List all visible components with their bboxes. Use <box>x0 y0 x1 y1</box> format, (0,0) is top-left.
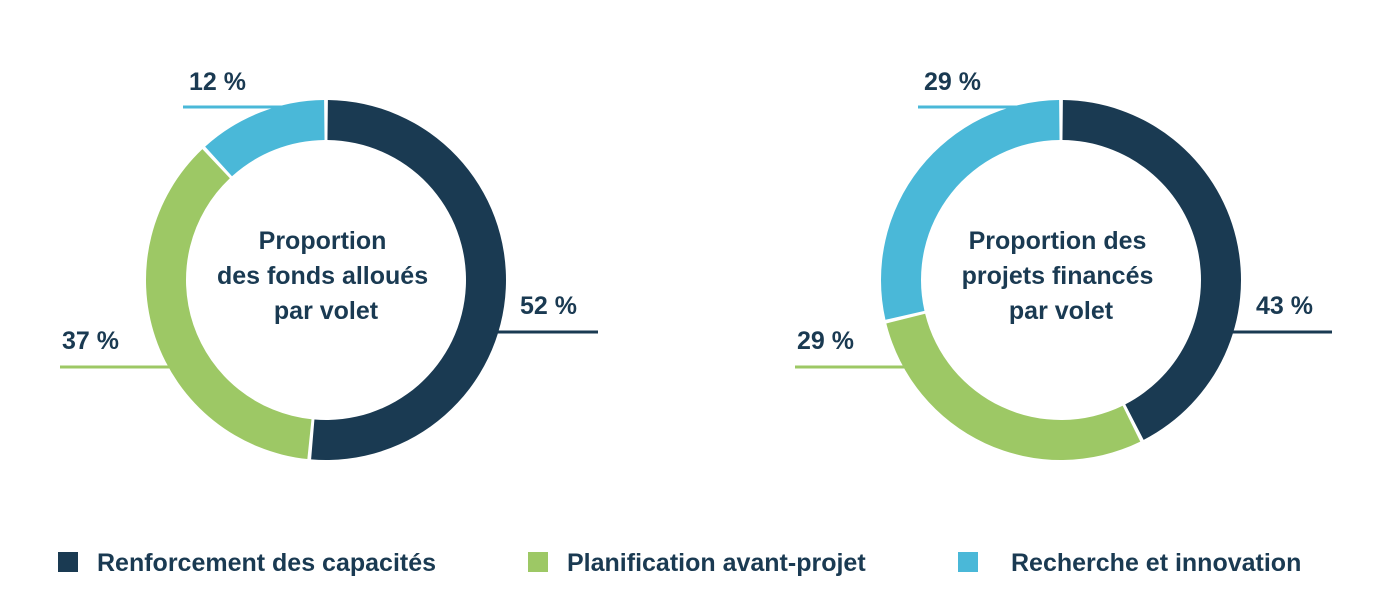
donut-funds-center-title: Proportion des fonds alloués par volet <box>217 227 435 325</box>
donut-funds-slice-planification <box>145 149 312 460</box>
donut-funds-slice-recherche <box>205 100 325 177</box>
donut-projects-title-line-1: Proportion des <box>969 227 1147 255</box>
donut-chart-funds: 52 % 37 % 12 % Proportion des fonds allo… <box>60 68 598 460</box>
donut-funds-slice-renforcement <box>311 100 506 460</box>
legend-label-planification: Planification avant-projet <box>567 549 866 577</box>
legend-swatch-renforcement <box>58 552 78 572</box>
donut-projects-label-planification: 29 % <box>797 327 854 355</box>
donut-projects-label-renforcement: 43 % <box>1256 292 1313 320</box>
donut-funds-label-planification: 37 % <box>62 327 119 355</box>
legend-label-renforcement: Renforcement des capacités <box>97 549 436 577</box>
donut-funds-label-recherche: 12 % <box>189 68 246 96</box>
donut-projects-slice-planification <box>886 313 1141 460</box>
legend-swatch-planification <box>528 552 548 572</box>
donut-projects-title-line-2: projets financés <box>962 262 1154 290</box>
legend: Renforcement des capacités Planification… <box>58 549 1301 577</box>
donut-funds-title-line-3: par volet <box>274 297 379 325</box>
donut-funds-label-renforcement: 52 % <box>520 292 577 320</box>
donut-funds-title-line-2: des fonds alloués <box>217 262 428 290</box>
donut-projects-slice-recherche <box>880 100 1060 320</box>
donut-projects-title-line-3: par volet <box>1009 297 1114 325</box>
donut-funds-title-line-1: Proportion <box>259 227 387 255</box>
legend-label-recherche: Recherche et innovation <box>1011 549 1301 577</box>
donut-projects-label-recherche: 29 % <box>924 68 981 96</box>
legend-swatch-recherche <box>958 552 978 572</box>
donut-projects-center-title: Proportion des projets financés par vole… <box>962 227 1161 325</box>
donut-chart-projects: 43 % 29 % 29 % Proportion des projets fi… <box>795 68 1332 460</box>
donut-projects-slice-renforcement <box>1062 100 1241 440</box>
